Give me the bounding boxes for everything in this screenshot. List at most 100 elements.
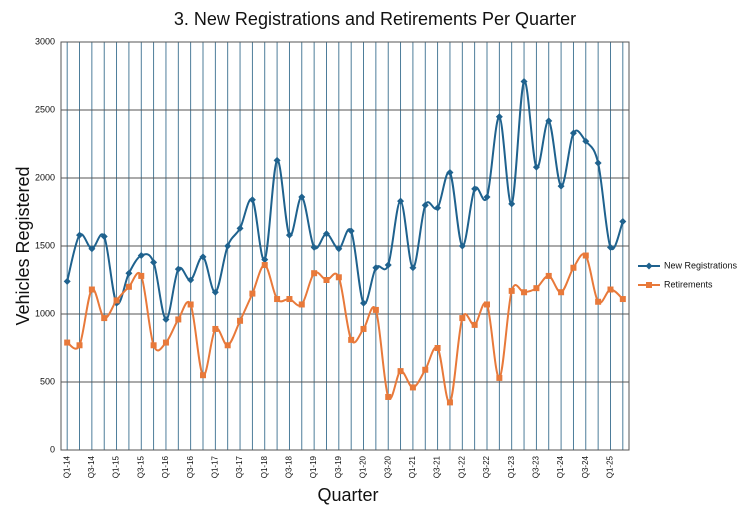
- x-axis-title: Quarter: [317, 485, 378, 505]
- y-tick-label: 1500: [35, 240, 55, 250]
- point: [224, 242, 232, 250]
- point: [211, 288, 219, 296]
- point: [508, 200, 516, 208]
- x-tick-label: Q3-14: [87, 455, 96, 478]
- point: [88, 286, 95, 293]
- point: [64, 339, 71, 346]
- legend-label: Retirements: [664, 279, 713, 289]
- series-line: [66, 253, 624, 404]
- point: [594, 159, 602, 167]
- point: [421, 201, 429, 209]
- point: [459, 315, 466, 322]
- point: [582, 252, 589, 259]
- point: [162, 339, 169, 346]
- point: [310, 243, 318, 251]
- point: [335, 274, 342, 281]
- y-tick-label: 3000: [35, 36, 55, 46]
- point: [150, 342, 157, 349]
- point: [76, 342, 83, 349]
- point: [101, 315, 108, 322]
- point: [273, 156, 281, 164]
- point: [484, 301, 490, 308]
- point: [533, 285, 540, 292]
- point: [483, 193, 491, 201]
- x-tick-label: Q1-16: [161, 455, 170, 478]
- point: [322, 230, 330, 238]
- point: [261, 256, 269, 264]
- point: [187, 276, 195, 284]
- point: [496, 374, 503, 381]
- point: [385, 393, 392, 400]
- point: [569, 129, 577, 137]
- point: [261, 262, 268, 269]
- y-tick-label: 500: [40, 376, 55, 386]
- x-tick-label: Q1-15: [112, 455, 121, 478]
- y-axis-title: Vehicles Registered: [13, 166, 33, 325]
- point: [471, 321, 478, 328]
- point: [446, 169, 454, 177]
- point: [409, 384, 416, 391]
- point: [125, 283, 132, 290]
- x-tick-label: Q1-17: [210, 455, 219, 478]
- point: [63, 277, 71, 285]
- point: [397, 368, 404, 375]
- x-tick-label: Q1-22: [457, 455, 466, 478]
- point: [558, 289, 565, 296]
- point: [607, 286, 614, 293]
- point: [76, 231, 84, 239]
- point: [557, 182, 565, 190]
- point: [323, 277, 330, 283]
- point: [397, 197, 405, 205]
- point: [187, 301, 194, 308]
- point: [347, 227, 355, 235]
- point: [200, 372, 206, 379]
- point: [545, 117, 553, 125]
- y-tick-label: 0: [50, 444, 55, 454]
- x-tick-label: Q1-21: [408, 455, 417, 478]
- point: [212, 325, 219, 332]
- x-tick-label: Q3-17: [235, 455, 244, 478]
- point: [285, 231, 293, 239]
- point: [360, 299, 368, 307]
- y-tick-label: 2500: [35, 104, 55, 114]
- point: [495, 113, 503, 121]
- point: [422, 366, 429, 373]
- x-tick-label: Q1-19: [309, 455, 318, 478]
- x-tick-label: Q3-18: [285, 455, 294, 478]
- point: [237, 317, 244, 324]
- point: [236, 224, 244, 232]
- x-tick-label: Q3-22: [482, 455, 491, 478]
- x-tick-label: Q1-23: [507, 455, 516, 478]
- point: [532, 163, 540, 171]
- point: [372, 264, 380, 272]
- chart-title: 3. New Registrations and Retirements Per…: [174, 9, 576, 29]
- y-tick-label: 1000: [35, 308, 55, 318]
- point: [298, 193, 306, 201]
- point: [606, 243, 614, 251]
- point: [274, 296, 281, 303]
- x-tick-label: Q1-14: [62, 455, 71, 478]
- x-tick-label: Q3-21: [433, 455, 442, 478]
- point: [199, 253, 207, 261]
- legend-label: New Registrations: [664, 260, 738, 270]
- point: [570, 264, 577, 271]
- point: [434, 345, 441, 351]
- y-tick-label: 2000: [35, 172, 55, 182]
- point: [372, 306, 379, 313]
- point: [224, 342, 231, 349]
- point: [545, 272, 552, 279]
- point: [646, 282, 652, 288]
- point: [174, 265, 182, 273]
- x-tick-label: Q3-23: [532, 455, 541, 478]
- point: [113, 297, 120, 304]
- x-tick-label: Q3-19: [334, 455, 343, 478]
- point: [520, 77, 528, 85]
- point: [248, 196, 256, 204]
- point: [384, 261, 392, 269]
- point: [335, 245, 343, 253]
- point: [150, 258, 158, 266]
- point: [595, 298, 602, 305]
- point: [619, 296, 626, 303]
- point: [348, 336, 355, 343]
